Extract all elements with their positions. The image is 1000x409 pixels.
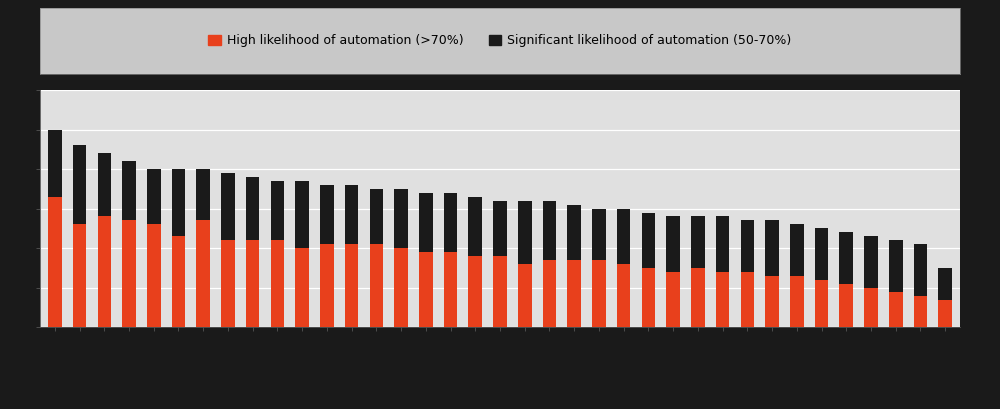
Bar <box>617 209 630 264</box>
Bar <box>172 236 185 327</box>
Bar <box>938 268 952 299</box>
Bar <box>370 189 383 244</box>
Bar <box>394 248 408 327</box>
Bar <box>394 189 408 248</box>
Bar <box>691 268 705 327</box>
Bar <box>765 276 779 327</box>
Bar <box>172 169 185 236</box>
Bar <box>221 240 235 327</box>
Bar <box>73 225 86 327</box>
Bar <box>914 244 927 296</box>
Bar <box>122 161 136 220</box>
Bar <box>320 244 334 327</box>
Bar <box>122 220 136 327</box>
Bar <box>642 268 655 327</box>
Bar <box>889 292 902 327</box>
Bar <box>295 181 309 248</box>
Bar <box>839 284 853 327</box>
Bar <box>518 201 532 264</box>
Bar <box>48 197 62 327</box>
Bar <box>617 264 630 327</box>
Bar <box>741 272 754 327</box>
Bar <box>666 272 680 327</box>
Bar <box>864 236 878 288</box>
Bar <box>468 197 482 256</box>
Bar <box>765 220 779 276</box>
Bar <box>889 240 902 292</box>
Bar <box>493 256 507 327</box>
Bar <box>666 216 680 272</box>
Bar <box>147 225 161 327</box>
Bar <box>691 216 705 268</box>
Bar <box>444 193 457 252</box>
Bar <box>790 225 804 276</box>
Bar <box>543 260 556 327</box>
Bar <box>221 173 235 240</box>
Bar <box>543 201 556 260</box>
Bar <box>592 209 606 260</box>
Bar <box>864 288 878 327</box>
Bar <box>567 204 581 260</box>
Bar <box>741 220 754 272</box>
Bar <box>98 216 111 327</box>
Bar <box>98 153 111 216</box>
Bar <box>271 240 284 327</box>
Bar <box>567 260 581 327</box>
Bar <box>246 177 259 240</box>
Bar <box>518 264 532 327</box>
Bar <box>295 248 309 327</box>
Bar <box>839 232 853 284</box>
Bar <box>938 299 952 327</box>
Bar <box>370 244 383 327</box>
Bar <box>419 252 433 327</box>
Bar <box>790 276 804 327</box>
Bar <box>246 240 259 327</box>
Bar <box>271 181 284 240</box>
Bar <box>914 296 927 327</box>
Bar <box>419 193 433 252</box>
Bar <box>815 280 828 327</box>
Bar <box>196 220 210 327</box>
Bar <box>444 252 457 327</box>
Bar <box>345 244 358 327</box>
Bar <box>493 201 507 256</box>
Bar <box>716 272 729 327</box>
Legend: High likelihood of automation (>70%), Significant likelihood of automation (50-7: High likelihood of automation (>70%), Si… <box>203 29 797 52</box>
Bar <box>592 260 606 327</box>
Bar <box>716 216 729 272</box>
Bar <box>345 185 358 244</box>
Bar <box>815 228 828 280</box>
Bar <box>48 130 62 197</box>
Bar <box>468 256 482 327</box>
Bar <box>73 145 86 225</box>
Bar <box>320 185 334 244</box>
Bar <box>147 169 161 225</box>
Bar <box>642 213 655 268</box>
Bar <box>196 169 210 220</box>
